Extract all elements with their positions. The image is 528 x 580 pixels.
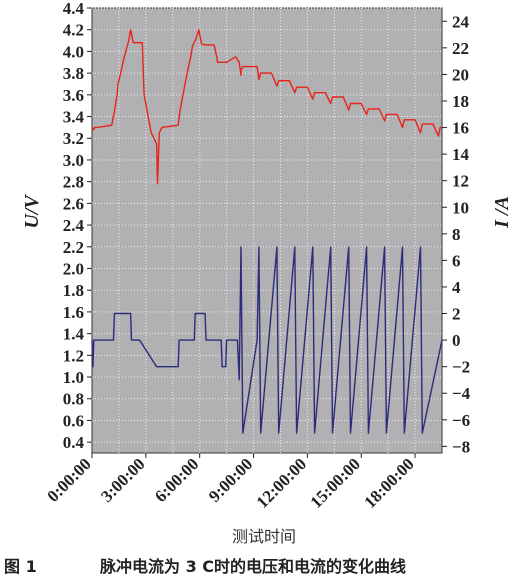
y-left-tick-label: 4.0	[63, 42, 84, 61]
chart: 0.4 0.6 0.8 1.0 1.2 1.4 1.6 1.8 2.0 2.2 2.4 2.6 2.8 3…	[21, 0, 513, 512]
y-left-tick-label: 0.8	[63, 390, 84, 409]
y-right-tick-label: 4	[452, 278, 461, 297]
y-left-tick-label: 3.8	[63, 64, 84, 83]
y-left-tick-label: 0.6	[63, 411, 84, 430]
y-right-tick-label: −4	[452, 384, 471, 403]
y-left-tick-label: 3.4	[63, 108, 85, 127]
y-left-tick-label: 1.2	[63, 346, 84, 365]
y-left-axis-title: U/V	[21, 194, 43, 229]
x-axis-title: 测试时间	[231, 527, 296, 546]
y-left-tick-label: 3.6	[63, 86, 84, 105]
x-tick-label: 0:00:00	[43, 454, 94, 505]
y-right-axis-title: I /A	[491, 196, 513, 229]
figure-caption: 图 1 脉冲电流为 3 C时的电压和电流的变化曲线	[0, 553, 528, 577]
y-left-tick-label: 3.2	[63, 129, 84, 148]
voltage-series-line	[91, 29, 442, 185]
x-tick-label: 3:00:00	[97, 454, 148, 505]
y-left-tick-label: 4.4	[63, 0, 85, 18]
y-right-tick-label: 18	[452, 92, 469, 111]
y-left-tick-label: 2.0	[63, 259, 84, 278]
x-tick-label: 18:00:00	[360, 454, 418, 512]
y-right-tick-label: 20	[452, 65, 469, 84]
y-right-tick-label: −8	[452, 437, 470, 456]
y-right-tick-label: 12	[452, 172, 469, 191]
current-series-line	[91, 246, 443, 434]
y-right-tick-label: 2	[452, 305, 461, 324]
y-left-tick-label: 1.0	[63, 368, 84, 387]
x-tick-label: 9:00:00	[205, 454, 256, 505]
y-right-tick-label: −6	[452, 411, 470, 430]
x-tick-label: 12:00:00	[253, 454, 311, 512]
y-left-tick-label: 1.6	[63, 303, 84, 322]
y-right-tick-label: 6	[452, 251, 461, 270]
y-left-tick-label: 1.8	[63, 281, 84, 300]
y-right-tick-label: 24	[452, 12, 470, 31]
y-left-tick-label: 2.4	[63, 216, 85, 235]
y-right-tick-label: −2	[452, 358, 470, 377]
y-right-tick-label: 0	[452, 331, 461, 350]
y-left-tick-label: 2.6	[63, 194, 84, 213]
y-right-tick-label: 8	[452, 225, 461, 244]
y-left-tick-label: 2.2	[63, 238, 84, 257]
x-tick-label: 6:00:00	[151, 454, 202, 505]
y-right-tick-label: 14	[452, 145, 470, 164]
figure-caption-text: 脉冲电流为 3 C时的电压和电流的变化曲线	[100, 557, 407, 576]
y-right-tick-label: 16	[452, 119, 469, 138]
y-left-tick-label: 2.8	[63, 173, 84, 192]
x-tick-label: 15:00:00	[307, 454, 365, 512]
y-left-tick-label: 3.0	[63, 151, 84, 170]
figure-number: 图 1	[4, 557, 37, 576]
y-left-tick-label: 4.2	[63, 21, 84, 40]
y-right-tick-label: 10	[452, 198, 469, 217]
plot-area	[91, 7, 443, 454]
y-left-tick-label: 1.4	[63, 325, 85, 344]
y-left-tick-label: 0.4	[63, 433, 85, 452]
y-right-tick-label: 22	[452, 39, 469, 58]
